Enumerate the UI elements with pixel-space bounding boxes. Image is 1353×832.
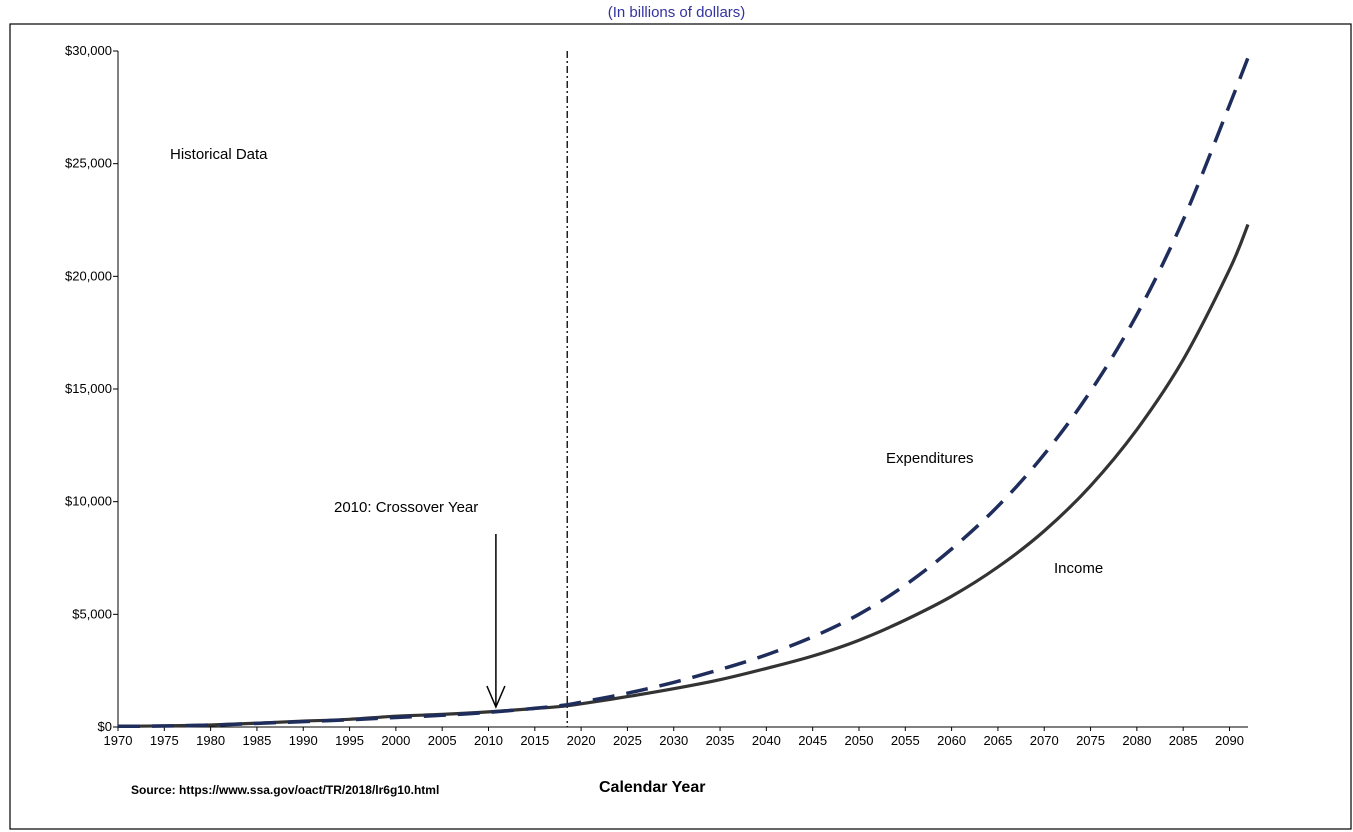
x-tick-label: 2065 bbox=[983, 733, 1012, 748]
crossover-arrow-head bbox=[486, 685, 506, 709]
chart-subtitle: (In billions of dollars) bbox=[607, 4, 746, 21]
x-tick-label: 2020 bbox=[567, 733, 596, 748]
chart-border bbox=[9, 23, 1352, 830]
x-tick-label: 2050 bbox=[845, 733, 874, 748]
source-note: Source: https://www.ssa.gov/oact/TR/2018… bbox=[131, 783, 439, 797]
x-tick-label: 2010 bbox=[474, 733, 503, 748]
x-tick-label: 2015 bbox=[520, 733, 549, 748]
x-tick-label: 2075 bbox=[1076, 733, 1105, 748]
income-label: Income bbox=[1054, 560, 1103, 577]
historical-data-label: Historical Data bbox=[170, 146, 268, 163]
x-tick-label: 1975 bbox=[150, 733, 179, 748]
series-line-income bbox=[117, 223, 1250, 728]
x-tick-label: 1980 bbox=[196, 733, 225, 748]
y-tick-label: $5,000 bbox=[72, 606, 112, 621]
x-tick-label: 1990 bbox=[289, 733, 318, 748]
annotation-layer: Historical Data 2010: Crossover Year Exp… bbox=[131, 146, 1103, 797]
x-tick-label: 2040 bbox=[752, 733, 781, 748]
x-tick-label: 2070 bbox=[1030, 733, 1059, 748]
x-tick-label: 2005 bbox=[428, 733, 457, 748]
y-tick-label: $15,000 bbox=[65, 381, 112, 396]
x-tick-label: 1970 bbox=[104, 733, 133, 748]
crossover-label: 2010: Crossover Year bbox=[334, 499, 478, 516]
x-tick-label: 2060 bbox=[937, 733, 966, 748]
x-tick-label: 2025 bbox=[613, 733, 642, 748]
x-tick-label: 1995 bbox=[335, 733, 364, 748]
x-tick-label: 2080 bbox=[1122, 733, 1151, 748]
x-tick-label: 2000 bbox=[381, 733, 410, 748]
x-tick-label: 2045 bbox=[798, 733, 827, 748]
y-tick-label: $25,000 bbox=[65, 156, 112, 171]
x-tick-label: 2055 bbox=[891, 733, 920, 748]
x-tick-label: 1985 bbox=[242, 733, 271, 748]
x-tick-label: 2085 bbox=[1169, 733, 1198, 748]
series-line-expenditures bbox=[117, 57, 1250, 729]
y-tick-label: $20,000 bbox=[65, 268, 112, 283]
expenditures-label: Expenditures bbox=[886, 450, 974, 467]
x-tick-label: 2090 bbox=[1215, 733, 1244, 748]
x-tick-label: 2035 bbox=[706, 733, 735, 748]
x-axis-label: Calendar Year bbox=[599, 779, 705, 796]
y-tick-label: $10,000 bbox=[65, 494, 112, 509]
y-tick-label: $30,000 bbox=[65, 43, 112, 58]
x-tick-label: 2030 bbox=[659, 733, 688, 748]
series-layer bbox=[117, 57, 1250, 729]
axes: $0 $5,000 $10,000 $15,000 $20,000 $25,000 $30,… bbox=[65, 43, 1248, 748]
y-tick-label: $0 bbox=[98, 719, 112, 734]
